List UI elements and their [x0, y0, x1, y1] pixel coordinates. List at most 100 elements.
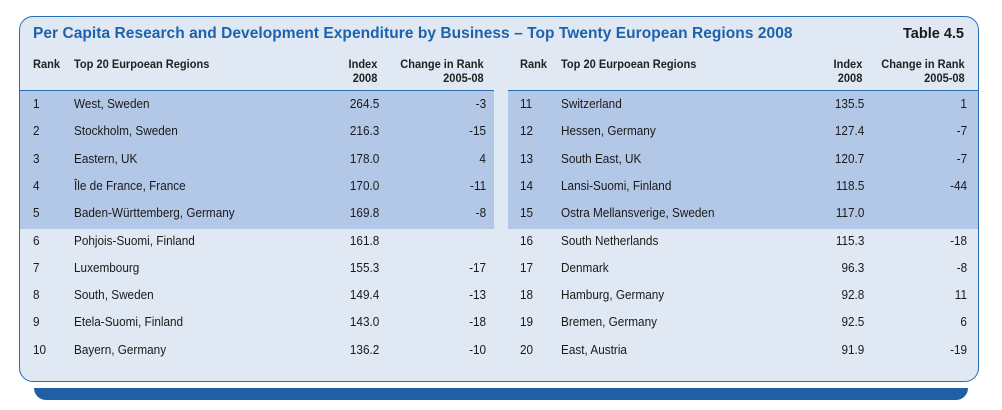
table-row: 6 Pohjois-Suomi, Finland 161.8 [20, 228, 978, 255]
cell-index: 161.8 [349, 233, 379, 248]
table-title: Per Capita Research and Development Expe… [33, 25, 793, 42]
table-row: 11 Switzerland 135.5 1 [20, 91, 978, 118]
cell-index: 117.0 [835, 206, 864, 221]
right-highlight-band [508, 91, 978, 229]
cell-rank: 14 [520, 178, 534, 193]
cell-region: Île de France, France [74, 178, 186, 193]
cell-index: 115.3 [835, 233, 864, 248]
cell-index: 118.5 [835, 178, 864, 193]
right-header-rule [508, 90, 978, 92]
left-header-change: Change in Rank 2005-08 [401, 57, 484, 85]
cell-index: 92.8 [841, 288, 864, 303]
cell-index: 96.3 [841, 260, 864, 275]
cell-region: West, Sweden [74, 97, 150, 111]
cell-region: Pohjois-Suomi, Finland [74, 233, 195, 248]
table-row: 8 South, Sweden 149.4 -13 [20, 282, 978, 309]
left-header-change-line1: Change in Rank [400, 57, 484, 71]
cell-change: -19 [950, 342, 967, 357]
left-header-change-line2: 2005-08 [443, 71, 484, 85]
cell-region: Ostra Mellansverige, Sweden [561, 206, 715, 221]
cell-rank: 15 [520, 206, 534, 221]
cell-region: Hamburg, Germany [561, 288, 665, 303]
right-header-change: Change in Rank 2005-08 [882, 57, 965, 85]
cell-rank: 12 [520, 124, 534, 139]
table-row: 12 Hessen, Germany 127.4 -7 [20, 118, 978, 145]
table-row: 2 Stockholm, Sweden 216.3 -15 [20, 118, 978, 145]
cell-index: 143.0 [349, 315, 379, 330]
right-header-change-line1: Change in Rank [881, 57, 965, 71]
cell-index: 127.4 [834, 124, 864, 139]
cell-region: Hessen, Germany [561, 124, 656, 139]
left-highlight-band [20, 91, 494, 229]
cell-index: 135.5 [834, 97, 864, 111]
cell-change: 11 [954, 288, 967, 303]
cell-change: 1 [960, 97, 967, 111]
cell-index: 178.0 [349, 151, 379, 166]
cell-region: Lansi-Suomi, Finland [561, 178, 672, 193]
cell-index: 170.0 [349, 178, 379, 193]
table-row: 15 Ostra Mellansverige, Sweden 117.0 [20, 200, 978, 227]
cell-rank: 7 [33, 260, 40, 275]
table-row: 3 Eastern, UK 178.0 4 [20, 146, 978, 173]
cell-rank: 9 [33, 315, 40, 330]
right-header-index-line2: 2008 [837, 71, 862, 85]
cell-rank: 3 [33, 151, 40, 166]
cell-change: -18 [469, 315, 486, 330]
cell-region: Bayern, Germany [74, 342, 167, 357]
cell-region: East, Austria [561, 342, 627, 357]
cell-region: Luxembourg [74, 260, 140, 275]
cell-region: Baden-Württemberg, Germany [74, 206, 235, 221]
cell-change: -15 [469, 124, 486, 139]
cell-region: Switzerland [561, 97, 622, 111]
right-header-rank: Rank [520, 57, 547, 71]
cell-index: 92.5 [841, 315, 864, 330]
cell-rank: 6 [33, 233, 40, 248]
cell-rank: 20 [520, 342, 534, 357]
cell-change: 6 [960, 315, 967, 330]
cell-change: -11 [469, 178, 486, 193]
cell-rank: 18 [520, 288, 534, 303]
cell-index: 216.3 [349, 124, 379, 139]
table-row: 1 West, Sweden 264.5 -3 [20, 91, 978, 118]
cell-change: -10 [469, 342, 486, 357]
table-row: 13 South East, UK 120.7 -7 [20, 146, 978, 173]
card-base-bar [34, 388, 968, 400]
cell-index: 120.7 [834, 151, 864, 166]
table-number-label: Table 4.5 [903, 26, 964, 42]
cell-change: -44 [950, 178, 967, 193]
cell-change: -8 [956, 260, 967, 275]
table-row: 17 Denmark 96.3 -8 [20, 255, 978, 282]
cell-rank: 19 [520, 315, 534, 330]
left-header-rank: Rank [33, 57, 60, 71]
table-row: 5 Baden-Württemberg, Germany 169.8 -8 [20, 200, 978, 227]
cell-region: Eastern, UK [74, 151, 138, 166]
table-row: 20 East, Austria 91.9 -19 [20, 337, 978, 364]
cell-rank: 11 [520, 97, 533, 111]
cell-change: -7 [956, 151, 967, 166]
table-row: 4 Île de France, France 170.0 -11 [20, 173, 978, 200]
cell-region: Denmark [561, 260, 609, 275]
left-header-region: Top 20 Eurpoean Regions [74, 57, 210, 71]
cell-rank: 10 [33, 342, 47, 357]
cell-rank: 16 [520, 233, 534, 248]
right-header-index: Index 2008 [833, 57, 862, 85]
cell-change: -13 [469, 288, 486, 303]
cell-index: 264.5 [349, 97, 379, 111]
table-row: 14 Lansi-Suomi, Finland 118.5 -44 [20, 173, 978, 200]
right-header-change-line2: 2005-08 [924, 71, 965, 85]
cell-rank: 1 [33, 97, 40, 111]
cell-region: South, Sweden [74, 288, 154, 303]
table-row: 19 Bremen, Germany 92.5 6 [20, 309, 978, 336]
left-header-index: Index 2008 [348, 57, 377, 85]
table-row: 16 South Netherlands 115.3 -18 [20, 228, 978, 255]
cell-change: -8 [475, 206, 486, 221]
cell-rank: 5 [33, 206, 40, 221]
cell-rank: 17 [520, 260, 534, 275]
cell-rank: 2 [33, 124, 40, 139]
cell-change: -7 [956, 124, 967, 139]
cell-index: 169.8 [349, 206, 379, 221]
cell-region: Bremen, Germany [561, 315, 657, 330]
cell-index: 149.4 [349, 288, 379, 303]
cell-index: 155.3 [349, 260, 379, 275]
cell-change: -3 [475, 97, 486, 111]
